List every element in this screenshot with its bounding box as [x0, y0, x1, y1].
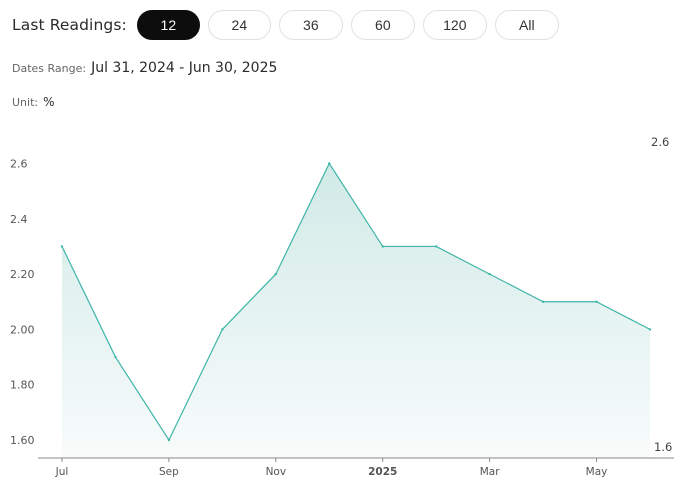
x-tick-label: May	[586, 466, 608, 478]
x-tick-label: Sep	[159, 466, 179, 478]
range-button-36[interactable]: 36	[278, 10, 343, 40]
series-line	[61, 162, 651, 442]
range-button-all[interactable]: All	[494, 10, 559, 40]
unit-value: %	[43, 95, 55, 109]
range-button-120[interactable]: 120	[422, 10, 487, 40]
data-point	[328, 162, 331, 165]
dates-range-value: Jul 31, 2024 - Jun 30, 2025	[91, 60, 278, 76]
plot-area	[60, 162, 652, 458]
y-tick-label: 1.80	[10, 379, 35, 392]
range-button-60[interactable]: 60	[350, 10, 415, 40]
data-point	[381, 245, 384, 248]
extreme-labels: 2.6 1.6	[651, 135, 672, 454]
x-axis: Jul Sep Nov 2025 Mar May	[38, 457, 674, 478]
x-tick-label: Nov	[266, 466, 287, 478]
x-tick-label: 2025	[368, 466, 397, 478]
data-point	[488, 272, 491, 276]
max-value-label: 2.6	[651, 135, 669, 149]
data-point	[60, 245, 64, 248]
unit-label: Unit:	[12, 96, 39, 109]
dates-range-label: Dates Range:	[12, 62, 87, 75]
data-point	[595, 300, 598, 303]
data-point	[167, 438, 171, 442]
range-button-12[interactable]: 12	[136, 10, 200, 40]
y-tick-label: 1.60	[10, 434, 35, 447]
x-tick-label: Mar	[480, 466, 500, 478]
data-point	[114, 355, 117, 359]
data-point	[541, 300, 545, 303]
y-tick-label: 2.6	[10, 158, 28, 171]
dates-range: Dates Range: Jul 31, 2024 - Jun 30, 2025	[12, 60, 277, 76]
unit-info: Unit: %	[12, 95, 55, 109]
y-tick-label: 2.4	[10, 213, 28, 226]
data-point	[274, 272, 278, 276]
y-tick-label: 2.20	[10, 268, 35, 281]
last-readings-toolbar: Last Readings: 12 24 36 60 120 All	[12, 10, 567, 40]
y-tick-label: 2.00	[10, 323, 35, 336]
x-tick-label: Jul	[55, 466, 69, 478]
data-point	[221, 328, 224, 331]
data-point	[434, 245, 438, 248]
min-value-label: 1.6	[654, 440, 672, 454]
y-axis: 1.60 1.80 2.00 2.20 2.4 2.6	[10, 158, 35, 448]
area-fill	[62, 163, 650, 458]
range-button-24[interactable]: 24	[207, 10, 271, 40]
data-point	[648, 328, 652, 331]
last-readings-label: Last Readings:	[12, 16, 127, 34]
